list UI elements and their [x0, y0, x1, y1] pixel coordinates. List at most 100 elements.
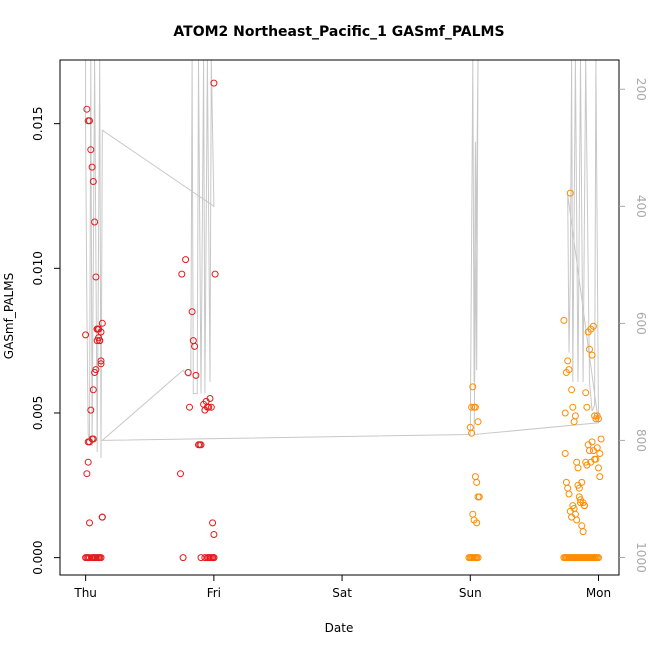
series-0-point [91, 218, 99, 226]
series-0-point [179, 554, 187, 562]
series-0-point [98, 513, 106, 521]
y-tick-label: 0.005 [31, 396, 45, 430]
series-0-point [83, 470, 91, 478]
series-0-point [92, 273, 100, 281]
series-1-point [569, 403, 577, 411]
series-0-point [210, 554, 218, 562]
series-0-point [89, 178, 97, 185]
series-1-point [586, 345, 593, 353]
series-1-point [595, 415, 602, 423]
series-0-point [184, 369, 192, 376]
y-tick-label: 0.015 [31, 106, 45, 140]
series-1-point [469, 510, 477, 518]
series-0-point [192, 371, 200, 379]
series-1-point [565, 490, 573, 498]
series-1-point [566, 189, 574, 197]
series-1-point [473, 478, 481, 486]
series-1-point [592, 455, 600, 463]
series-1-point [578, 522, 586, 530]
y-tick-label: 0.010 [31, 251, 45, 285]
series-1-point [596, 473, 604, 481]
series-0-point [97, 357, 105, 365]
series-0-point [205, 403, 213, 411]
series-1-point [596, 450, 604, 457]
series-1-point [583, 403, 591, 411]
series-1-point [473, 519, 481, 527]
series-1-point [597, 435, 605, 443]
right-tick-label: 800 [634, 429, 648, 452]
series-0-point [207, 403, 215, 411]
series-0-point [82, 331, 90, 339]
plot-area: Thu Fri Sat Sun Mon 0.000 0.005 0.010 0.015 200 40… [31, 59, 648, 600]
series-0-point [88, 163, 96, 171]
series-1-point [582, 389, 590, 397]
right-tick-label: 200 [634, 78, 648, 101]
right-tick-label: 1000 [634, 542, 648, 573]
right-tick-label: 600 [634, 312, 648, 335]
series-1-point [589, 322, 597, 330]
series-0-point [87, 146, 95, 154]
series-1-point [588, 351, 596, 359]
series-0-point [178, 270, 186, 278]
series-1-point [561, 409, 569, 417]
x-tick-label: Sun [459, 586, 482, 600]
series-0-point [188, 308, 196, 316]
series-0-point [86, 519, 93, 527]
series-0-point [87, 406, 95, 414]
series-1-point [573, 458, 581, 466]
y-tick-label: 0.000 [31, 540, 45, 574]
series-1-point [595, 554, 602, 562]
y-axis-label: GASmf_PALMS [2, 273, 16, 359]
series-1-point [560, 316, 568, 324]
series-0-point [209, 519, 217, 527]
series-0-point [206, 395, 214, 402]
series-1-point [579, 528, 587, 536]
series-1-point [471, 473, 479, 481]
series-0-point [95, 325, 102, 333]
series-0-point [89, 435, 97, 443]
series-1-point [562, 478, 570, 486]
series-1-point [570, 418, 578, 426]
series-1-point [564, 484, 572, 492]
series-1-point [475, 493, 483, 501]
x-tick-label: Fri [207, 586, 221, 600]
series-1-point [468, 429, 476, 437]
series-0-point [92, 366, 100, 374]
series-1-point [593, 444, 601, 452]
series-1-point [469, 383, 477, 391]
series-1-point [586, 447, 593, 455]
series-0-point [97, 360, 105, 368]
x-axis-label: Date [325, 621, 354, 635]
series-1-point [565, 366, 573, 374]
series-0-point [84, 458, 92, 466]
altitude-trace-line [85, 59, 600, 459]
series-0-point [210, 79, 218, 87]
series-1-point [573, 516, 581, 524]
series-1-point [580, 502, 588, 510]
plot-frame [59, 59, 620, 576]
series-1-point [574, 464, 582, 472]
series-0-point [86, 117, 93, 125]
series-0-point [89, 386, 97, 394]
series-0-point [197, 441, 205, 449]
x-tick-label: Thu [73, 586, 97, 600]
series-1-point [474, 554, 482, 562]
series-1-point [564, 357, 572, 365]
series-0-point [182, 256, 190, 264]
series-1-point [474, 418, 482, 426]
series-1-point [595, 464, 602, 472]
series-0-point [186, 403, 193, 411]
series-0-point [98, 319, 106, 327]
series-1-point [568, 386, 576, 394]
series-0-point [83, 105, 91, 113]
x-tick-label: Mon [586, 586, 611, 600]
x-tick-label: Sat [332, 586, 352, 600]
series-1-point [571, 412, 579, 420]
series-0-point [191, 342, 199, 350]
series-1-point [561, 450, 569, 457]
right-tick-label: 400 [634, 195, 648, 218]
series-1-point [575, 484, 583, 492]
series-0-point [211, 270, 219, 278]
series-1-point [471, 403, 479, 411]
